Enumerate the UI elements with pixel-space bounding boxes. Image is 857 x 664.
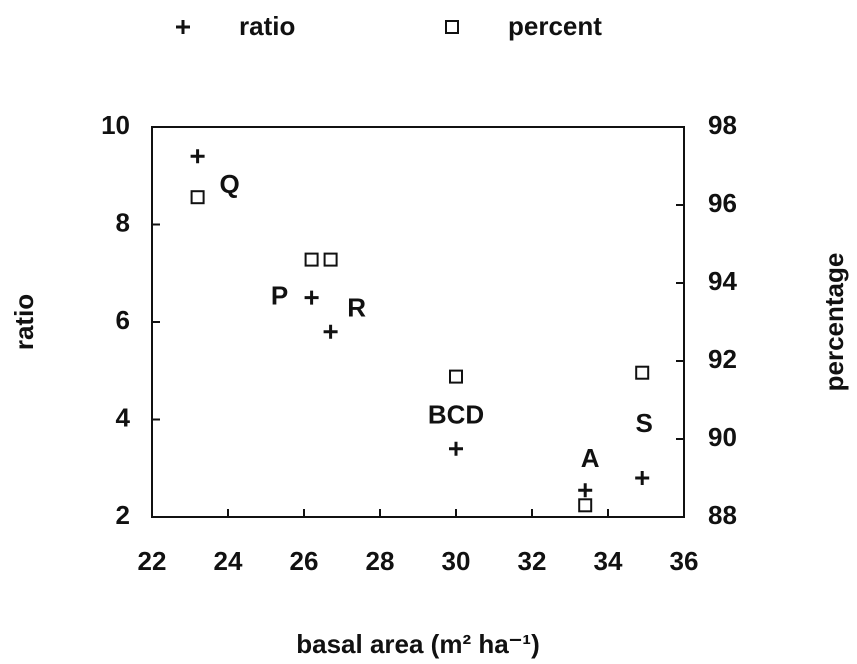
y2-tick-label: 96 bbox=[708, 188, 737, 218]
point bbox=[304, 290, 319, 305]
y-tick-label: 2 bbox=[116, 500, 130, 530]
y2-tick-label: 88 bbox=[708, 500, 737, 530]
point-label: S bbox=[636, 408, 653, 438]
y2-tick-label: 94 bbox=[708, 266, 737, 296]
y-tick-label: 8 bbox=[116, 207, 130, 237]
legend-marker bbox=[176, 20, 190, 34]
x-tick-label: 28 bbox=[366, 546, 395, 576]
x-tick-label: 36 bbox=[670, 546, 699, 576]
point bbox=[635, 471, 650, 485]
point bbox=[635, 365, 650, 380]
point bbox=[190, 149, 205, 164]
y2-axis-label: percentage bbox=[819, 253, 849, 392]
legend-label: percent bbox=[508, 11, 602, 41]
x-tick-label: 24 bbox=[214, 546, 243, 576]
point bbox=[323, 252, 338, 267]
point bbox=[449, 369, 463, 384]
legend-label: ratio bbox=[239, 11, 295, 41]
point-label: R bbox=[347, 293, 366, 323]
y-axis-label: ratio bbox=[9, 294, 39, 350]
x-tick-label: 30 bbox=[442, 546, 471, 576]
y-tick-label: 6 bbox=[116, 305, 130, 335]
point-label: P bbox=[271, 281, 288, 311]
point bbox=[578, 498, 593, 513]
point bbox=[323, 324, 338, 339]
x-tick-label: 22 bbox=[138, 546, 167, 576]
y2-tick-label: 90 bbox=[708, 422, 737, 452]
legend-marker bbox=[445, 20, 459, 34]
point bbox=[449, 441, 463, 456]
x-tick-label: 34 bbox=[594, 546, 623, 576]
x-axis-label: basal area (m² ha⁻¹) bbox=[296, 629, 539, 659]
point-label: BCD bbox=[428, 400, 484, 430]
y2-tick-label: 98 bbox=[708, 110, 737, 140]
x-tick-label: 32 bbox=[518, 546, 547, 576]
point-label: A bbox=[581, 443, 600, 473]
y-tick-label: 10 bbox=[101, 110, 130, 140]
point bbox=[190, 190, 205, 205]
x-tick-label: 26 bbox=[290, 546, 319, 576]
point-label: Q bbox=[219, 169, 239, 199]
point bbox=[578, 483, 593, 498]
point bbox=[304, 252, 319, 267]
y-tick-label: 4 bbox=[116, 402, 131, 432]
y2-tick-label: 92 bbox=[708, 344, 737, 374]
